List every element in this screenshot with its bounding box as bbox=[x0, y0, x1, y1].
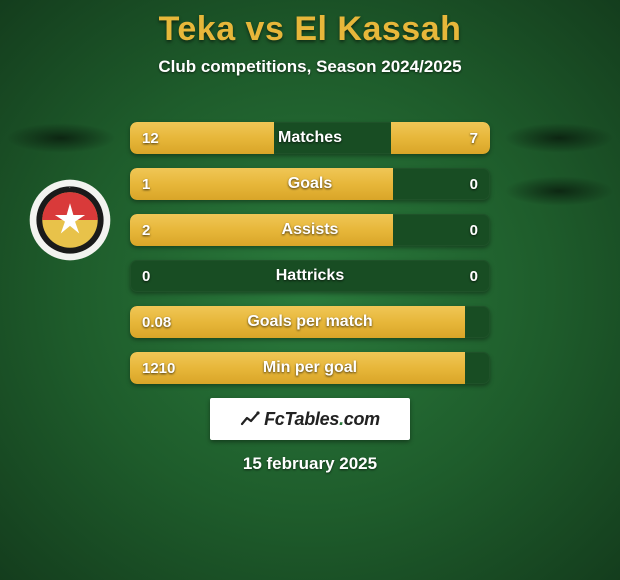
bar-value-right: 0 bbox=[470, 260, 478, 292]
bar-left-fill bbox=[130, 306, 465, 338]
bar-right-fill bbox=[391, 122, 490, 154]
club-crest-icon: · bbox=[28, 178, 112, 262]
date-label: 15 february 2025 bbox=[0, 454, 620, 474]
shadow-ellipse bbox=[504, 176, 614, 206]
bar-row: 127Matches bbox=[130, 122, 490, 154]
bar-row: 20Assists bbox=[130, 214, 490, 246]
bar-value-right: 0 bbox=[470, 168, 478, 200]
bar-row: 10Goals bbox=[130, 168, 490, 200]
page-subtitle: Club competitions, Season 2024/2025 bbox=[0, 57, 620, 77]
bar-row: 0.08Goals per match bbox=[130, 306, 490, 338]
bar-row: 0 0Hattricks bbox=[130, 260, 490, 292]
bar-left-fill bbox=[130, 122, 274, 154]
bar-left-fill bbox=[130, 214, 393, 246]
brand-name: FcTables bbox=[264, 409, 339, 429]
comparison-chart: 127Matches10Goals20Assists00Hattricks0.0… bbox=[130, 122, 490, 398]
brand-tld: com bbox=[344, 409, 380, 429]
svg-text:·: · bbox=[69, 185, 70, 190]
shadow-ellipse bbox=[6, 123, 116, 153]
bar-row: 1210Min per goal bbox=[130, 352, 490, 384]
brand-text: FcTables.com bbox=[264, 409, 380, 430]
shadow-ellipse bbox=[504, 123, 614, 153]
bar-left-fill bbox=[130, 352, 465, 384]
brand-badge[interactable]: FcTables.com bbox=[210, 398, 410, 440]
bar-value-right: 0 bbox=[470, 214, 478, 246]
page-title: Teka vs El Kassah bbox=[0, 0, 620, 49]
bar-label: Hattricks bbox=[130, 260, 490, 292]
bar-value-left: 0 bbox=[142, 260, 150, 292]
bar-left-fill bbox=[130, 168, 393, 200]
brand-logo-icon bbox=[240, 409, 260, 429]
